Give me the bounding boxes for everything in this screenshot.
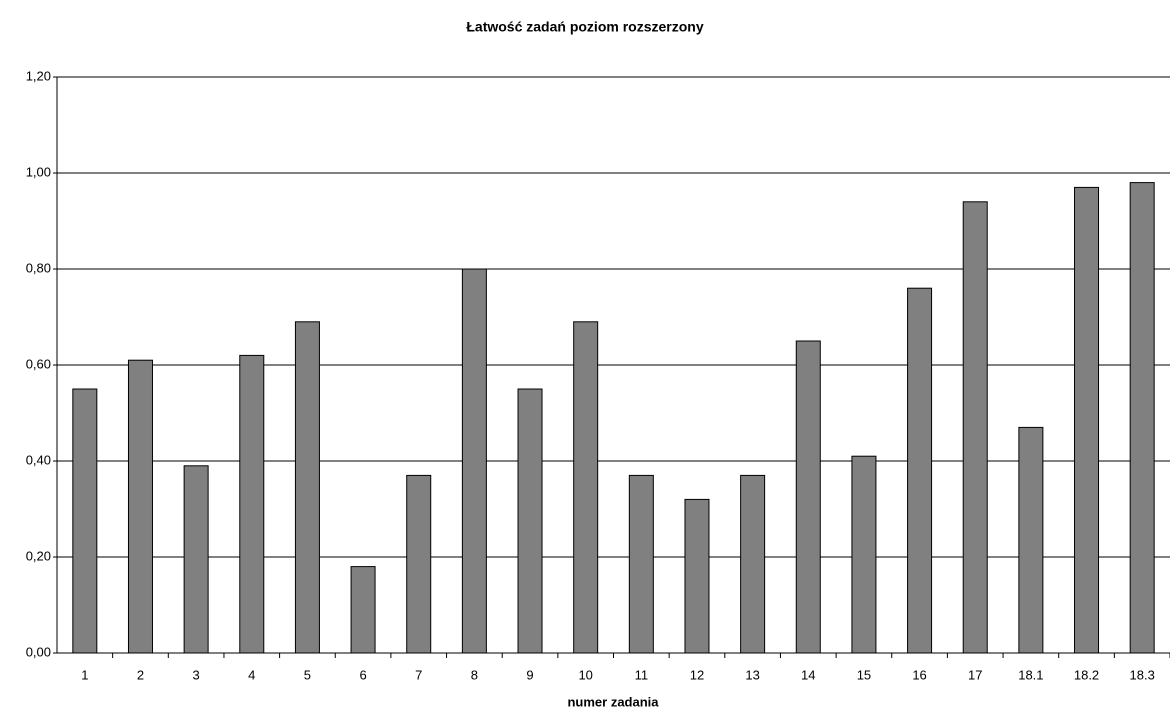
x-tick-label: 14 (801, 667, 815, 682)
bar (517, 388, 543, 654)
x-tick-label: 12 (690, 667, 704, 682)
x-tick-label: 3 (193, 667, 200, 682)
y-tick-label: 0,60 (26, 356, 51, 371)
bar (851, 455, 877, 654)
y-tick-label: 0,00 (26, 644, 51, 659)
x-tick-label: 10 (578, 667, 592, 682)
bar (628, 474, 654, 654)
bar (1018, 426, 1044, 654)
x-tick-label: 5 (304, 667, 311, 682)
bar (72, 388, 98, 654)
bar (1129, 182, 1155, 654)
x-tick-label: 11 (635, 667, 649, 682)
bar (962, 201, 988, 654)
x-tick-label: 13 (745, 667, 759, 682)
y-tick-label: 0,20 (26, 548, 51, 563)
bar (573, 321, 599, 654)
x-tick-label: 18.3 (1130, 667, 1155, 682)
y-tick-label: 1,00 (26, 164, 51, 179)
bar (406, 474, 432, 654)
bar (461, 268, 487, 654)
bar (795, 340, 821, 654)
x-tick-label: 17 (968, 667, 982, 682)
chart-title: Łatwość zadań poziom rozszerzony (466, 19, 703, 35)
bar (907, 287, 933, 654)
x-tick-label: 15 (857, 667, 871, 682)
y-tick-label: 0,40 (26, 452, 51, 467)
x-tick-label: 9 (526, 667, 533, 682)
bar (239, 354, 265, 654)
y-tick-label: 1,20 (26, 68, 51, 83)
y-tick-label: 0,80 (26, 260, 51, 275)
bar (1074, 186, 1100, 654)
bar (294, 321, 320, 654)
x-tick-label: 18.2 (1074, 667, 1099, 682)
bar (684, 498, 710, 654)
x-tick-label: 6 (359, 667, 366, 682)
x-tick-label: 1 (81, 667, 88, 682)
bar (183, 465, 209, 654)
x-tick-label: 4 (248, 667, 255, 682)
bar (350, 566, 376, 654)
x-tick-label: 7 (415, 667, 422, 682)
x-tick-label: 2 (137, 667, 144, 682)
x-tick-label: 16 (912, 667, 926, 682)
bar (740, 474, 766, 654)
bar (127, 359, 153, 654)
x-tick-label: 8 (471, 667, 478, 682)
x-axis-title: numer zadania (567, 694, 659, 709)
x-tick-label: 18.1 (1018, 667, 1043, 682)
